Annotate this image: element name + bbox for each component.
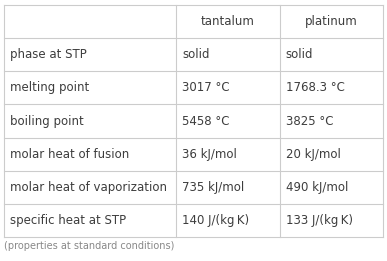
Text: 735 kJ/mol: 735 kJ/mol [182, 181, 245, 194]
Text: 36 kJ/mol: 36 kJ/mol [182, 148, 237, 161]
Text: solid: solid [286, 48, 313, 61]
Text: phase at STP: phase at STP [10, 48, 87, 61]
Text: 490 kJ/mol: 490 kJ/mol [286, 181, 348, 194]
Text: 3825 °C: 3825 °C [286, 115, 333, 128]
Text: 140 J/(kg K): 140 J/(kg K) [182, 214, 250, 227]
Text: (properties at standard conditions): (properties at standard conditions) [4, 241, 175, 251]
Text: melting point: melting point [10, 81, 89, 94]
Text: tantalum: tantalum [201, 15, 255, 28]
Text: 133 J/(kg K): 133 J/(kg K) [286, 214, 353, 227]
Text: 5458 °C: 5458 °C [182, 115, 230, 128]
Text: solid: solid [182, 48, 210, 61]
Text: 20 kJ/mol: 20 kJ/mol [286, 148, 341, 161]
Text: platinum: platinum [305, 15, 358, 28]
Text: molar heat of fusion: molar heat of fusion [10, 148, 129, 161]
Text: 1768.3 °C: 1768.3 °C [286, 81, 344, 94]
Text: boiling point: boiling point [10, 115, 84, 128]
Text: molar heat of vaporization: molar heat of vaporization [10, 181, 167, 194]
Text: 3017 °C: 3017 °C [182, 81, 230, 94]
Text: specific heat at STP: specific heat at STP [10, 214, 126, 227]
